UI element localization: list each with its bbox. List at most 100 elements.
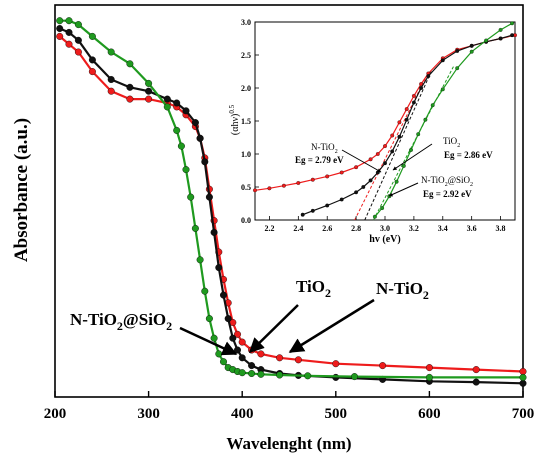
inset-ticks: 2.2 2.4 2.6 2.8 3.0 3.2 3.4 3.6 3.8 0.0 0.5 1.0 1.5 2… bbox=[241, 18, 506, 233]
inset-point-tio2 bbox=[310, 208, 315, 213]
main-point-n-tio2-sio2 bbox=[196, 256, 204, 264]
inset-y-tick-label: 0.0 bbox=[241, 216, 251, 225]
main-point-tio2 bbox=[210, 228, 218, 236]
inset-point-n-tio2-sio2 bbox=[394, 179, 399, 184]
main-x-axis-label: Wavelenght (nm) bbox=[226, 434, 351, 453]
main-y-axis-label: Absorbance (a.u.) bbox=[11, 118, 32, 262]
main-point-n-tio2 bbox=[65, 40, 73, 48]
inset-point-n-tio2 bbox=[310, 177, 315, 182]
main-point-n-tio2 bbox=[74, 48, 82, 56]
inset-series-group bbox=[253, 21, 517, 219]
main-point-n-tio2-sio2 bbox=[276, 371, 284, 379]
inset-point-tio2 bbox=[455, 49, 460, 53]
inset-plot-frame bbox=[254, 21, 516, 221]
main-point-tio2 bbox=[74, 36, 82, 44]
inset-point-tio2 bbox=[440, 58, 445, 63]
main-plot-frame bbox=[54, 4, 524, 398]
main-point-n-tio2 bbox=[145, 95, 153, 103]
inset-x-tick-label: 2.6 bbox=[322, 224, 332, 233]
inset-point-n-tio2-sio2 bbox=[430, 103, 435, 108]
inset-point-tio2 bbox=[510, 33, 515, 38]
main-point-n-tio2-sio2 bbox=[65, 17, 73, 25]
inset-point-n-tio2 bbox=[354, 165, 359, 170]
inset-y-tick-label: 0.5 bbox=[241, 183, 251, 192]
main-point-n-tio2-sio2 bbox=[215, 350, 223, 358]
main-point-n-tio2 bbox=[472, 366, 480, 374]
inset-point-tio2 bbox=[354, 190, 359, 195]
main-point-n-tio2 bbox=[56, 32, 64, 40]
main-point-tio2 bbox=[201, 158, 209, 166]
main-point-n-tio2-sio2 bbox=[145, 79, 153, 87]
main-x-tick-label: 700 bbox=[512, 406, 535, 422]
main-point-n-tio2-sio2 bbox=[248, 370, 256, 378]
inset-point-tio2 bbox=[426, 74, 431, 79]
inset-point-n-tio2 bbox=[390, 133, 395, 138]
annotation-n-tio2: N-TiO2 bbox=[376, 279, 429, 302]
main-point-tio2 bbox=[191, 119, 199, 127]
inset-x-tick-label: 2.2 bbox=[264, 224, 274, 233]
main-point-n-tio2-sio2 bbox=[74, 21, 82, 29]
inset-point-n-tio2 bbox=[411, 93, 416, 98]
main-point-tio2 bbox=[182, 107, 190, 115]
inset-y-tick-label: 2.5 bbox=[241, 51, 251, 60]
main-point-tio2 bbox=[229, 334, 237, 342]
inset-y-tick-label: 3.0 bbox=[241, 18, 251, 27]
inset-point-n-tio2 bbox=[383, 144, 387, 149]
inset-point-n-tio2-sio2 bbox=[423, 117, 428, 122]
main-x-tick-label: 300 bbox=[137, 406, 160, 422]
main-point-n-tio2-sio2 bbox=[210, 334, 218, 342]
arrow-n-tio2-sio2 bbox=[179, 326, 238, 356]
main-point-n-tio2 bbox=[332, 360, 340, 368]
main-x-tick-label: 600 bbox=[418, 406, 441, 422]
inset-point-n-tio2-sio2 bbox=[455, 66, 460, 71]
arrow-n-tio2 bbox=[288, 298, 375, 354]
main-point-n-tio2-sio2 bbox=[201, 287, 209, 295]
inset-annotation-tio2-name: TiO2 bbox=[443, 136, 460, 149]
main-point-tio2 bbox=[107, 75, 115, 83]
inset-point-n-tio2-sio2 bbox=[510, 21, 515, 26]
inset-annotation-n-tio2-sio2-name: N-TiO2@SiO2 bbox=[421, 175, 473, 188]
main-point-n-tio2-sio2 bbox=[187, 193, 195, 201]
main-x-tick-label: 500 bbox=[325, 406, 348, 422]
main-point-n-tio2-sio2 bbox=[126, 60, 134, 68]
main-point-n-tio2-sio2 bbox=[56, 17, 64, 25]
inset-annotation-n-tio2-eg: Eg = 2.79 eV bbox=[295, 155, 344, 165]
main-point-tio2 bbox=[126, 83, 134, 91]
inset-x-tick-label: 3.4 bbox=[438, 224, 448, 233]
main-point-n-tio2-sio2 bbox=[219, 358, 227, 366]
inset-point-n-tio2-sio2 bbox=[484, 38, 489, 43]
inset-point-n-tio2 bbox=[267, 186, 272, 191]
main-point-n-tio2 bbox=[107, 87, 115, 95]
main-point-tio2 bbox=[88, 56, 96, 64]
main-point-n-tio2-sio2 bbox=[351, 373, 359, 381]
main-point-n-tio2-sio2 bbox=[163, 103, 171, 111]
main-point-n-tio2-sio2 bbox=[425, 373, 433, 381]
main-point-tio2 bbox=[248, 362, 256, 370]
inset-y-tick-label: 1.0 bbox=[241, 150, 251, 159]
inset-x-axis-label: hv (eV) bbox=[369, 234, 400, 245]
inset-x-tick-label: 3.6 bbox=[467, 224, 477, 233]
main-point-n-tio2 bbox=[276, 354, 284, 362]
inset-point-tio2 bbox=[419, 86, 424, 90]
inset-point-n-tio2 bbox=[368, 157, 373, 162]
inset-point-n-tio2-sio2 bbox=[409, 148, 413, 152]
inset-point-tio2 bbox=[339, 197, 344, 202]
inset-point-n-tio2 bbox=[375, 152, 380, 156]
main-point-n-tio2-sio2 bbox=[304, 372, 312, 380]
inset-x-tick-label: 3.8 bbox=[496, 224, 506, 233]
main-point-n-tio2-sio2 bbox=[238, 369, 246, 377]
main-point-n-tio2-sio2 bbox=[205, 315, 213, 323]
inset-point-tio2 bbox=[361, 185, 366, 189]
main-point-n-tio2-sio2 bbox=[177, 142, 185, 150]
main-point-tio2 bbox=[472, 378, 480, 386]
main-point-n-tio2 bbox=[519, 368, 527, 376]
main-point-n-tio2-sio2 bbox=[191, 224, 199, 232]
inset-arrow-n-tio2 bbox=[341, 149, 382, 173]
main-point-tio2 bbox=[196, 134, 204, 142]
inset-point-n-tio2-sio2 bbox=[416, 132, 421, 137]
inset-point-tio2 bbox=[498, 36, 503, 41]
inset-point-n-tio2-sio2 bbox=[401, 163, 406, 168]
inset-point-n-tio2 bbox=[404, 107, 409, 112]
main-point-n-tio2 bbox=[88, 68, 96, 76]
